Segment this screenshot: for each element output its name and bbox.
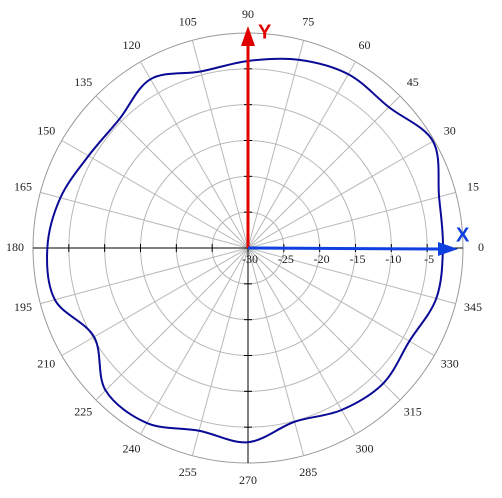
x-arrow-label: X [456,224,470,246]
labels: 0 15 30 45 60 75 90 105 120 135 150 165 180 195 210 225… [6,7,484,487]
r-tick-label: -5 [424,252,434,266]
spoke [191,40,249,249]
angle-label: 150 [37,123,55,137]
r-tick-label: -25 [278,252,294,266]
angle-label: 135 [74,75,92,89]
angle-label: 180 [6,240,24,254]
spoke [140,61,249,249]
spoke [95,95,249,249]
spoke [95,247,249,401]
y-arrow-head [241,26,255,46]
angle-label: 330 [441,356,459,370]
spoke [247,247,401,401]
spoke [40,247,249,305]
angle-label: 285 [299,465,317,479]
r-tick-label: -10 [385,252,401,266]
angle-label: 105 [179,15,197,29]
spoke [191,247,249,456]
traces [46,57,444,444]
angle-label: 120 [123,38,141,52]
angle-label: 15 [467,179,479,193]
angle-label: 30 [444,123,456,137]
x-arrow-shaft [247,246,441,251]
x-arrow: X [247,224,470,256]
angle-label: 195 [14,300,32,314]
angle-label: 315 [404,405,422,419]
x-arrow-head [438,242,458,256]
angle-label: 60 [359,38,371,52]
spoke [140,247,249,435]
angle-label: 300 [356,442,374,456]
spoke [40,191,249,249]
angle-label: 75 [302,15,314,29]
spoke [247,61,356,249]
y-arrow: Y [241,21,272,248]
spoke [247,40,305,249]
angle-label: 270 [239,473,257,487]
angle-label: 165 [14,179,32,193]
angle-label: 210 [37,356,55,370]
spoke [247,95,401,249]
spoke [247,247,456,305]
spoke [247,140,435,249]
r-tick-label: -20 [314,252,330,266]
angle-label: 90 [242,7,254,21]
pattern-trace [46,57,444,444]
spoke [61,247,249,356]
spoke [247,247,435,356]
angle-label: 0 [478,240,484,254]
r-tick-label: -30 [242,252,258,266]
angle-label: 255 [179,465,197,479]
y-arrow-label: Y [258,21,272,43]
spoke [247,191,456,249]
r-tick-label: -15 [350,252,366,266]
spoke [247,247,356,435]
angle-label: 225 [74,405,92,419]
angle-label: 345 [464,300,482,314]
angle-label: 240 [123,442,141,456]
angle-label: 45 [407,75,419,89]
spoke [61,140,249,249]
